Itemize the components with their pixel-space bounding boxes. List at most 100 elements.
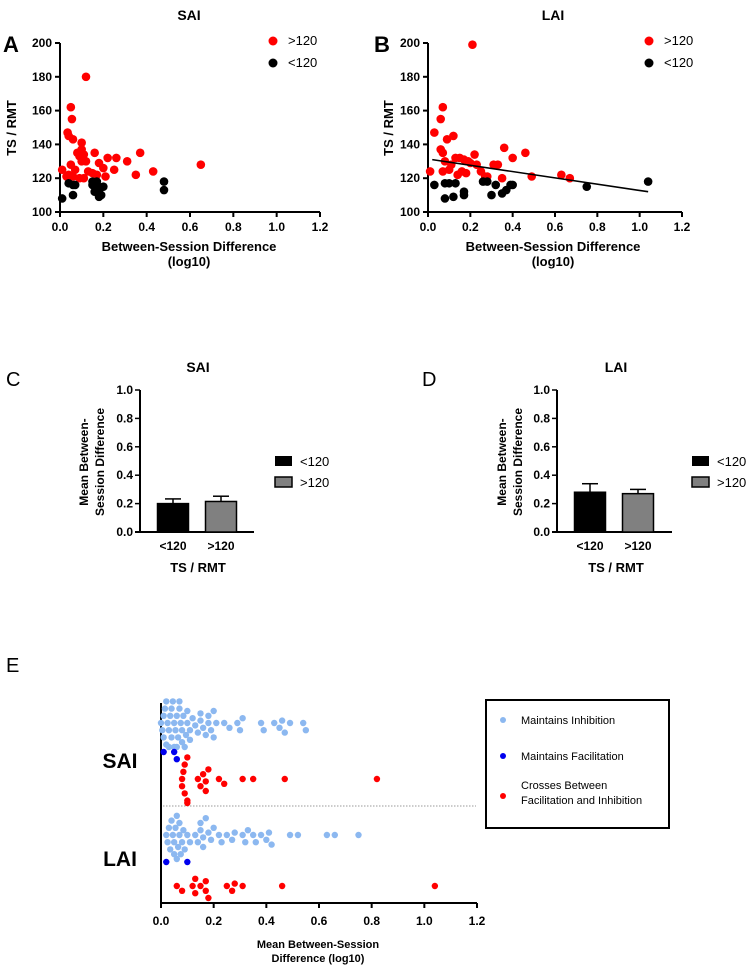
panel-e-point-sai-maintains-inhibition [271, 719, 278, 727]
panel-e-point-lai-maintains-inhibition [263, 836, 270, 843]
panel-e-point-lai-maintains-inhibition [197, 819, 204, 827]
panel-e-point-lai-maintains-inhibition [202, 815, 209, 822]
panel-e-point-sai-maintains-inhibition [197, 717, 204, 724]
panel-b-regression-line [432, 158, 649, 193]
legend-marker-maintains-inhibition [500, 717, 506, 723]
panel-c-legend-gt120: >120 [300, 475, 329, 490]
panel-e-point-sai-maintains-inhibition [213, 719, 220, 727]
panel-c: C SAI Mean Between- Session Difference T… [6, 359, 329, 575]
panel-e-point-lai-maintains-inhibition [210, 824, 217, 831]
panel-a-point-gt120 [103, 153, 112, 163]
panel-e-point-sai-maintains-inhibition [172, 727, 179, 734]
panel-e-point-lai-maintains-facilitation [163, 858, 170, 866]
panel-a-x-tick-label: 0.2 [95, 220, 112, 234]
panel-e-point-sai-maintains-inhibition [234, 719, 241, 727]
panel-a-x-tick-label: 0.0 [52, 220, 69, 234]
panel-e-point-sai-crosses [194, 775, 202, 783]
panel-a-point-gt120 [135, 148, 145, 158]
panel-a-point-gt120 [112, 153, 121, 163]
panel-e-point-sai-maintains-inhibition [173, 712, 180, 719]
panel-a-x-tick-label: 1.0 [268, 220, 285, 234]
panel-e-point-lai-maintains-inhibition [165, 824, 173, 831]
panel-b-ylabel: TS / RMT [381, 100, 396, 156]
panel-a-point-gt120 [196, 160, 206, 169]
panel-a-point-gt120 [101, 172, 110, 181]
panel-e-point-lai-maintains-inhibition [228, 836, 236, 843]
panel-e-point-lai-maintains-inhibition [231, 829, 238, 836]
panel-e-point-sai-crosses [184, 754, 191, 761]
panel-e-point-sai-crosses [199, 771, 207, 778]
panel-c-y-tick-label: 0.8 [116, 411, 133, 425]
panel-e-x-tick-label: 0.0 [153, 914, 170, 928]
panel-e-point-sai-crosses [197, 783, 204, 790]
panel-e-point-lai-crosses [202, 878, 209, 885]
panel-e-point-sai-maintains-inhibition [160, 712, 167, 719]
panel-b-xlabel: Between-Session Difference [466, 239, 641, 254]
panel-b-y-tick-label: 180 [400, 70, 420, 84]
legend-label-maintains-facilitation: Maintains Facilitation [521, 751, 624, 763]
panel-c-title: SAI [186, 359, 209, 375]
panel-b-legend-marker-lt120 [644, 58, 654, 68]
panel-e-point-sai-crosses [221, 780, 228, 787]
panel-e-point-lai-maintains-inhibition [194, 839, 202, 846]
panel-c-x-tick-label: <120 [159, 539, 186, 553]
panel-e-point-lai-maintains-facilitation [184, 858, 191, 866]
panel-a-y-tick-label: 100 [32, 205, 52, 219]
panel-e-point-sai-crosses [180, 768, 187, 775]
panel-a-point-lt120 [57, 194, 67, 203]
panel-a-point-gt120 [79, 150, 89, 159]
panel-e-x-tick-label: 1.2 [469, 914, 486, 928]
panel-a-point-lt120 [70, 180, 80, 190]
panel-a-point-gt120 [99, 163, 108, 173]
panel-a-point-lt120 [99, 182, 108, 191]
panel-a-point-lt120 [159, 177, 169, 186]
panel-e-point-lai-maintains-inhibition [239, 831, 246, 839]
panel-c-y-tick-label: 0.4 [116, 468, 133, 482]
panel-b-point-lt120 [451, 178, 460, 188]
panel-e-point-sai-maintains-inhibition [165, 727, 173, 734]
legend-marker-maintains-facilitation [500, 753, 506, 759]
panel-e-point-sai-maintains-inhibition [286, 719, 294, 727]
panel-e-point-lai-maintains-inhibition [355, 831, 362, 839]
panel-e-point-sai-maintains-inhibition [236, 727, 244, 734]
panel-e-point-lai-maintains-inhibition [205, 829, 212, 836]
panel-b-point-gt120 [442, 135, 452, 144]
panel-b-point-gt120 [521, 148, 530, 158]
panel-e-point-sai-maintains-facilitation [160, 748, 167, 756]
panel-e-point-sai-crosses [373, 775, 381, 783]
panel-e-point-lai-crosses [205, 894, 212, 902]
panel-c-y-tick-label: 1.0 [116, 383, 133, 397]
panel-d-xlabel: TS / RMT [588, 560, 644, 575]
panel-b-point-gt120 [436, 114, 446, 124]
panel-a-point-gt120 [122, 157, 132, 166]
panel-e-point-sai-maintains-inhibition [199, 724, 207, 731]
panel-e-point-lai-crosses [228, 887, 236, 894]
panel-e-point-lai-maintains-inhibition [164, 839, 171, 846]
panel-e-point-lai-maintains-inhibition [181, 846, 188, 853]
panel-e-point-lai-maintains-inhibition [331, 831, 338, 839]
panel-b-point-gt120 [508, 153, 517, 163]
panel-e-point-sai-crosses [239, 775, 246, 783]
panel-e-point-lai-maintains-inhibition [265, 829, 273, 836]
panel-a-point-gt120 [109, 165, 119, 175]
panel-e-point-sai-maintains-inhibition [186, 727, 194, 734]
panel-e-point-lai-maintains-inhibition [244, 827, 252, 834]
panel-e-point-sai-maintains-inhibition [159, 727, 166, 734]
panel-b-point-gt120 [461, 168, 471, 178]
panel-b: B LAI TS / RMT Between-Session Differenc… [374, 7, 693, 269]
panel-d-y-tick-label: 0.0 [533, 525, 550, 539]
panel-a-title: SAI [177, 7, 200, 23]
panel-c-y-tick-label: 0.6 [116, 440, 133, 454]
panel-c-legend-swatch-lt120 [275, 456, 292, 466]
panel-c-x-tick-label: >120 [207, 539, 234, 553]
panel-e-point-lai-crosses [223, 882, 231, 890]
panel-e-point-lai-maintains-inhibition [286, 831, 294, 839]
panel-b-point-gt120 [497, 173, 507, 183]
panel-e-point-lai-maintains-inhibition [184, 831, 191, 839]
panel-b-point-lt120 [491, 180, 501, 190]
panel-e-xlabel: Mean Between-Session [257, 939, 380, 951]
panel-b-x-tick-label: 1.0 [631, 220, 648, 234]
panel-b-point-lt120 [582, 182, 592, 191]
panel-e-point-sai-maintains-inhibition [160, 734, 167, 741]
panel-e-point-sai-maintains-inhibition [157, 719, 165, 727]
